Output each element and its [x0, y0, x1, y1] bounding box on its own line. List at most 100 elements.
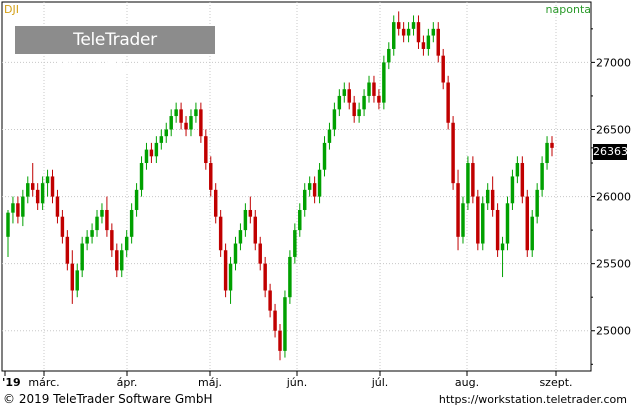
candle-body [288, 256, 292, 298]
y-tick-label: 26500 [596, 123, 631, 136]
candle-body [530, 216, 534, 251]
candle-body [16, 203, 20, 217]
candle-body [317, 169, 322, 197]
candle-body [298, 209, 302, 231]
candle-body [134, 189, 139, 210]
symbol-label: DJI [4, 3, 19, 16]
candle-body [75, 270, 79, 291]
y-tick-label: 27000 [596, 56, 631, 69]
x-tick-label: szept. [539, 376, 572, 389]
candle-body [199, 109, 203, 137]
candle-body [505, 203, 510, 244]
candle-body [268, 290, 272, 311]
candle-body [352, 102, 356, 117]
candle-body [446, 82, 450, 123]
candle-body [218, 216, 223, 251]
candle-body [129, 209, 134, 237]
candle-body [228, 263, 233, 291]
candle-body [411, 22, 416, 29]
candle-body [456, 183, 460, 237]
candle-body [248, 209, 253, 217]
candle-body [100, 209, 104, 217]
period-label[interactable]: naponta [545, 3, 591, 16]
candle-body [357, 109, 361, 117]
candle-body [426, 35, 431, 49]
candle-body [105, 209, 109, 231]
candle-body [431, 28, 436, 36]
candle-body [70, 263, 75, 291]
candle-body [461, 203, 465, 237]
candle-body [213, 189, 218, 217]
candle-body [441, 55, 445, 83]
candle-body [471, 163, 475, 197]
candle-body [169, 116, 173, 130]
x-tick-label: aug. [455, 376, 479, 389]
candles [6, 11, 554, 361]
x-tick-label: '19 [2, 376, 21, 389]
candle-body [362, 95, 366, 110]
candle-body [347, 89, 351, 103]
x-tick-label: máj. [198, 376, 222, 389]
candle-body [485, 189, 490, 204]
candle-body [95, 216, 99, 231]
candle-body [515, 163, 520, 177]
candle-body [50, 176, 55, 197]
copyright-text: © 2019 TeleTrader Software GmbH [3, 392, 213, 406]
candle-body [396, 22, 401, 29]
candle-body [466, 163, 470, 204]
candle-body [154, 142, 159, 157]
candle-body [367, 82, 371, 96]
candle-body [520, 163, 525, 197]
candle-body [243, 209, 248, 231]
candle-body [436, 28, 440, 56]
candle-body [233, 243, 238, 264]
candle-body [332, 109, 337, 130]
candle-body [60, 216, 65, 237]
footer-url[interactable]: https://workstation.teletrader.com [438, 393, 627, 406]
candle-body [209, 163, 213, 190]
candle-body [327, 129, 332, 143]
candle-body [525, 196, 530, 251]
candle-body [35, 189, 40, 204]
candle-body [263, 263, 267, 291]
candle-body [30, 183, 35, 190]
candle-body [26, 183, 30, 197]
candle-body [85, 236, 89, 244]
candle-body [481, 203, 485, 244]
candle-body [194, 109, 198, 117]
candle-body [401, 28, 406, 36]
candle-body [387, 48, 391, 63]
candle-body [65, 236, 70, 264]
candle-body [164, 129, 168, 137]
candle-body [510, 176, 515, 204]
teletrader-logo: TeleTrader WorkStation [15, 26, 215, 78]
candle-body [307, 183, 312, 190]
candle-body [500, 243, 505, 251]
last-price-badge: 26363 [593, 144, 628, 160]
candle-body [312, 183, 317, 197]
candle-body [238, 230, 243, 244]
candle-body [550, 142, 554, 148]
x-tick-label: jún. [286, 376, 308, 389]
candle-body [204, 136, 208, 164]
y-tick-label: 25000 [596, 325, 631, 338]
candle-body [179, 109, 183, 123]
candle-body [273, 310, 277, 331]
candle-body [476, 196, 480, 244]
candle-body [144, 149, 149, 164]
candle-body [55, 196, 60, 217]
candle-body [451, 122, 455, 184]
candle-body [392, 22, 396, 49]
candle-body [495, 209, 500, 251]
candle-body [342, 89, 347, 96]
candle-body [421, 42, 426, 49]
candle-body [45, 176, 50, 184]
candle-body [302, 189, 307, 210]
candle-body [545, 142, 549, 164]
candle-body [159, 136, 164, 143]
candle-body [149, 149, 154, 157]
candle-body [6, 212, 10, 237]
axes: 25000 25500 26000 26500 27000 '19 márc. ápr. máj… [2, 28, 631, 389]
candle-body [535, 189, 539, 217]
